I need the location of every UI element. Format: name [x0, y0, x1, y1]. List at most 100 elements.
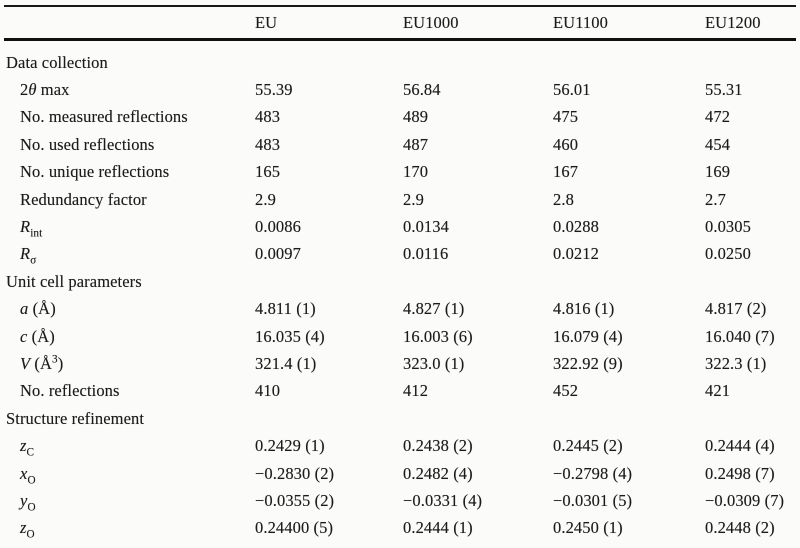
- table-row: V (Å3) 321.4 (1) 323.0 (1) 322.92 (9) 32…: [0, 350, 800, 377]
- cell-value: −0.2798 (4): [553, 463, 633, 483]
- cell-value: 0.0212: [553, 244, 599, 264]
- row-label: zC: [20, 436, 35, 459]
- column-header-eu1000: EU1000: [403, 13, 459, 32]
- cell-value: 169: [705, 162, 731, 182]
- cell-value: 0.0250: [705, 244, 751, 264]
- table-row: a (Å) 4.811 (1) 4.827 (1) 4.816 (1) 4.81…: [0, 296, 800, 323]
- row-label: Redundancy factor: [20, 189, 147, 209]
- table-row: No. unique reflections 165 170 167 169: [0, 159, 800, 186]
- cell-value: 4.817 (2): [705, 299, 767, 319]
- cell-value: 0.0086: [255, 217, 301, 237]
- cell-value: 2.8: [553, 189, 574, 209]
- cell-value: 0.0134: [403, 217, 449, 237]
- table-row: zC 0.2429 (1) 0.2438 (2) 0.2445 (2) 0.24…: [0, 432, 800, 459]
- row-label: No. unique reflections: [20, 162, 170, 182]
- cell-value: 0.0116: [403, 244, 449, 264]
- cell-value: −0.2830 (2): [255, 463, 335, 483]
- cell-value: 0.2444 (1): [403, 518, 473, 538]
- row-label: Rσ: [20, 244, 37, 267]
- section-header-row: Data collection: [0, 49, 800, 76]
- cell-value: 412: [403, 381, 429, 401]
- section-title: Unit cell parameters: [6, 271, 142, 291]
- cell-value: 56.84: [403, 80, 441, 100]
- table-row: c (Å) 16.035 (4) 16.003 (6) 16.079 (4) 1…: [0, 323, 800, 350]
- cell-value: 167: [553, 162, 579, 182]
- cell-value: 2.9: [255, 189, 276, 209]
- cell-value: 322.92 (9): [553, 353, 623, 373]
- table-top-rule: [4, 5, 796, 7]
- cell-value: 0.0097: [255, 244, 301, 264]
- cell-value: 16.035 (4): [255, 326, 325, 346]
- row-label: yO: [20, 490, 36, 514]
- table-row: No. reflections 410 412 452 421: [0, 378, 800, 405]
- row-label: No. measured reflections: [20, 107, 188, 127]
- table-row: No. used reflections 483 487 460 454: [0, 131, 800, 158]
- cell-value: 0.24400 (5): [255, 518, 334, 538]
- cell-value: 410: [255, 381, 281, 401]
- cell-value: 16.003 (6): [403, 326, 473, 346]
- section-title: Data collection: [6, 52, 108, 72]
- table-header-rule: [4, 38, 796, 41]
- cell-value: 483: [255, 107, 281, 127]
- cell-value: 483: [255, 134, 281, 154]
- cell-value: 0.2444 (4): [705, 436, 775, 456]
- column-header-eu1100: EU1100: [553, 13, 608, 32]
- cell-value: 0.2448 (2): [705, 518, 775, 538]
- cell-value: 165: [255, 162, 281, 182]
- cell-value: 321.4 (1): [255, 353, 317, 373]
- table-header-row: EU EU1000 EU1100 EU1200: [0, 8, 800, 38]
- cell-value: 0.2482 (4): [403, 463, 473, 483]
- cell-value: 460: [553, 134, 579, 154]
- table-row: yO −0.0355 (2) −0.0331 (4) −0.0301 (5) −…: [0, 487, 800, 514]
- section-header-row: Unit cell parameters: [0, 268, 800, 295]
- cell-value: 472: [705, 107, 731, 127]
- cell-value: 0.0305: [705, 217, 751, 237]
- cell-value: 0.2445 (2): [553, 436, 623, 456]
- table-row: xO −0.2830 (2) 0.2482 (4) −0.2798 (4) 0.…: [0, 460, 800, 487]
- cell-value: −0.0309 (7): [705, 490, 785, 510]
- cell-value: 0.2429 (1): [255, 436, 325, 456]
- table-row: Redundancy factor 2.9 2.9 2.8 2.7: [0, 186, 800, 213]
- cell-value: 4.816 (1): [553, 299, 615, 319]
- cell-value: 55.31: [705, 80, 743, 100]
- row-label: 2θ max: [20, 80, 70, 100]
- section-title: Structure refinement: [6, 408, 145, 428]
- cell-value: 4.811 (1): [255, 299, 316, 319]
- cell-value: 421: [705, 381, 731, 401]
- row-label: a (Å): [20, 299, 56, 319]
- cell-value: 55.39: [255, 80, 293, 100]
- data-table: Data collection 2θ max 55.39 56.84 56.01…: [0, 41, 800, 542]
- row-label: V (Å3): [20, 353, 64, 373]
- section-header-row: Structure refinement: [0, 405, 800, 432]
- cell-value: 16.040 (7): [705, 326, 775, 346]
- cell-value: 475: [553, 107, 579, 127]
- table-row: Rσ 0.0097 0.0116 0.0212 0.0250: [0, 241, 800, 268]
- cell-value: 2.7: [705, 189, 726, 209]
- cell-value: 170: [403, 162, 429, 182]
- cell-value: 16.079 (4): [553, 326, 623, 346]
- table-row: Rint 0.0086 0.0134 0.0288 0.0305: [0, 213, 800, 240]
- table-row: 2θ max 55.39 56.84 56.01 55.31: [0, 76, 800, 103]
- cell-value: 0.2450 (1): [553, 518, 623, 538]
- row-label: No. reflections: [20, 381, 120, 401]
- cell-value: 56.01: [553, 80, 591, 100]
- row-label: c (Å): [20, 326, 55, 346]
- cell-value: 0.2498 (7): [705, 463, 775, 483]
- table-row: No. measured reflections 483 489 475 472: [0, 104, 800, 131]
- cell-value: 452: [553, 381, 579, 401]
- cell-value: 322.3 (1): [705, 353, 767, 373]
- table-row: zO 0.24400 (5) 0.2444 (1) 0.2450 (1) 0.2…: [0, 515, 800, 542]
- column-header-eu1200: EU1200: [705, 13, 761, 32]
- cell-value: −0.0355 (2): [255, 490, 335, 510]
- cell-value: 323.0 (1): [403, 353, 465, 373]
- cell-value: 489: [403, 107, 429, 127]
- row-label: Rint: [20, 217, 43, 240]
- cell-value: 4.827 (1): [403, 299, 465, 319]
- row-label: No. used reflections: [20, 134, 155, 154]
- cell-value: −0.0301 (5): [553, 490, 633, 510]
- cell-value: −0.0331 (4): [403, 490, 483, 510]
- row-label: zO: [20, 518, 35, 541]
- row-label: xO: [20, 463, 36, 486]
- cell-value: 0.0288: [553, 217, 599, 237]
